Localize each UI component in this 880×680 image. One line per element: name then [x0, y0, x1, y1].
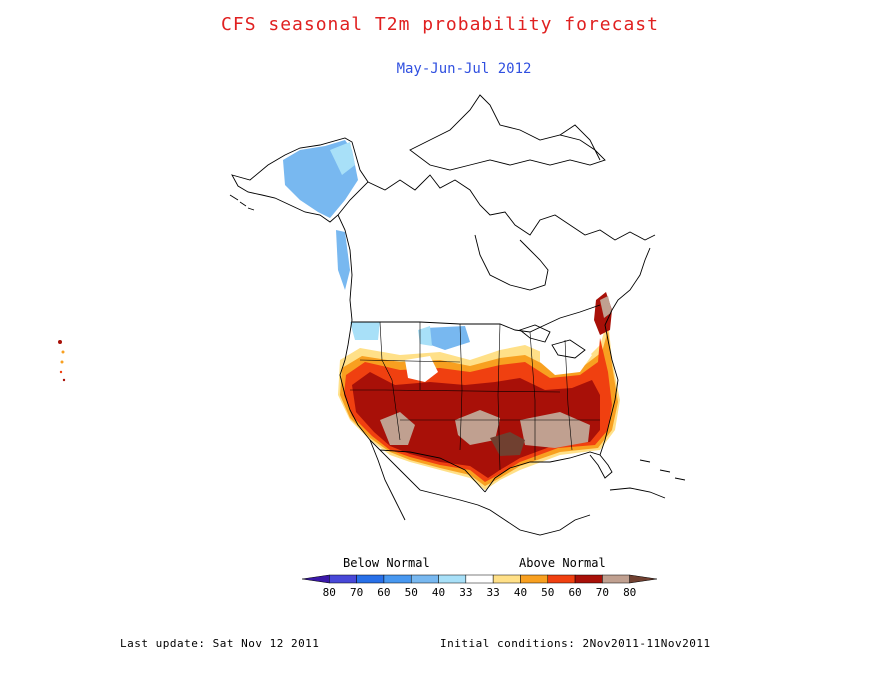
hudson-bay	[474, 234, 549, 291]
baja-california	[369, 439, 406, 521]
hawaii-islands	[58, 340, 66, 382]
last-update-text: Last update: Sat Nov 12 2011	[120, 637, 320, 650]
legend-tick-label: 33	[487, 586, 500, 599]
map-title: CFS seasonal T2m probability forecast	[221, 14, 659, 35]
legend-tick-label: 40	[432, 586, 445, 599]
dakota-light-region	[418, 326, 432, 346]
legend-swatch	[329, 574, 357, 584]
cuba	[609, 487, 666, 499]
legend-swatch	[410, 574, 439, 584]
legend-tick-label: 50	[405, 586, 418, 599]
legend-tick-label: 60	[568, 586, 581, 599]
legend-tick-label: 60	[377, 586, 390, 599]
legend-tick-label: 50	[541, 586, 554, 599]
map-subtitle: May-Jun-Jul 2012	[396, 61, 532, 77]
greenland-edge	[559, 124, 601, 161]
coastlines-and-borders	[229, 94, 686, 536]
legend-swatch	[629, 574, 658, 584]
legend-tick-label: 40	[514, 586, 527, 599]
legend-swatch	[465, 574, 494, 584]
legend-tick-label: 80	[623, 586, 636, 599]
legend-swatch	[547, 574, 576, 584]
bc-coast-below-normal	[336, 230, 350, 290]
dakota-below-normal	[425, 326, 470, 350]
us-canada-border	[352, 304, 601, 333]
south-central-above-normal-max	[490, 432, 525, 456]
southeast-above-normal-80	[520, 412, 590, 448]
legend-swatch	[383, 574, 412, 584]
legend-ticks: 80 70 60 50 40 33 33 40 50 60 70 80	[323, 586, 637, 599]
legend-tick-label: 70	[350, 586, 363, 599]
alaska-coastline	[231, 137, 369, 223]
legend-swatch	[301, 574, 330, 584]
legend-tick-label: 70	[596, 586, 609, 599]
us-mexico-border	[379, 449, 486, 493]
legend-swatch	[438, 574, 467, 584]
aleutian-islands	[229, 194, 255, 211]
legend-below-label: Below Normal	[343, 556, 430, 570]
legend-swatch	[520, 574, 549, 584]
gulf-coastline	[484, 451, 613, 493]
legend-swatch	[602, 574, 630, 584]
upper-plains-normal	[405, 356, 438, 382]
legend-tick-label: 80	[323, 586, 336, 599]
alaska-light-region	[330, 142, 355, 175]
legend-swatch	[356, 574, 385, 584]
great-lakes	[519, 324, 586, 359]
canada-arctic-coastline	[367, 174, 656, 241]
mexico-coastline	[379, 449, 591, 536]
plains-above-normal-80	[455, 410, 500, 445]
arctic-islands	[409, 94, 606, 171]
legend-swatch	[492, 574, 521, 584]
state-borders	[350, 321, 600, 471]
legend-above-label: Above Normal	[519, 556, 606, 570]
probability-legend: 80 70 60 50 40 33 33 40 50 60 70 80	[301, 574, 658, 599]
legend-tick-label: 33	[459, 586, 472, 599]
atlantic-coastline	[599, 247, 651, 456]
initial-conditions-text: Initial conditions: 2Nov2011-11Nov2011	[440, 637, 711, 650]
legend-swatch	[574, 574, 603, 584]
northern-border-below-normal	[350, 322, 380, 340]
caribbean-islands	[639, 459, 686, 481]
pacific-coastline	[337, 214, 381, 451]
northeast-above-normal-80	[600, 296, 612, 318]
legend-swatches	[301, 574, 658, 584]
